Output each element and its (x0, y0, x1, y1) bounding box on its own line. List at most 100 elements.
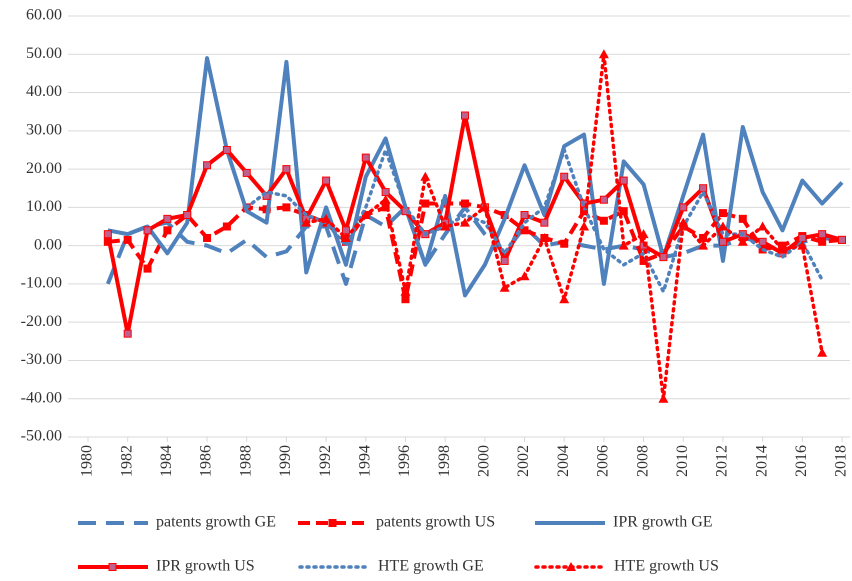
marker (123, 329, 132, 338)
y-tick-label: 40.00 (26, 83, 62, 100)
marker (599, 195, 608, 204)
marker (738, 214, 747, 223)
marker (123, 235, 132, 244)
marker (519, 271, 530, 281)
y-tick-label: 10.00 (26, 198, 62, 215)
marker (282, 165, 291, 174)
marker (222, 222, 231, 231)
marker (818, 230, 827, 239)
marker (461, 111, 469, 120)
x-tick-label: 1992 (317, 445, 334, 477)
legend-label: HTE growth US (614, 558, 719, 575)
marker (143, 226, 152, 235)
marker (539, 232, 550, 242)
marker (679, 203, 688, 212)
marker (599, 216, 608, 225)
legend-marker (566, 562, 576, 571)
marker (520, 211, 529, 220)
y-tick-label: 30.00 (26, 121, 62, 138)
marker (758, 237, 767, 246)
marker (400, 286, 411, 296)
marker (658, 393, 669, 403)
x-tick-label: 2016 (793, 445, 810, 477)
marker (341, 226, 350, 235)
marker (500, 256, 509, 265)
marker (598, 49, 609, 59)
y-tick-label: -30.00 (21, 351, 62, 368)
marker (103, 230, 112, 239)
x-tick-label: 1984 (158, 445, 175, 477)
marker (479, 202, 490, 212)
x-tick-label: 2006 (595, 445, 612, 477)
y-tick-label: 20.00 (26, 160, 62, 177)
marker (757, 221, 768, 231)
x-tick-label: 1996 (396, 445, 413, 477)
marker (499, 282, 510, 292)
y-tick-label: -50.00 (21, 428, 62, 445)
x-tick-label: 1990 (277, 445, 294, 477)
marker (718, 237, 727, 246)
marker (717, 221, 728, 231)
marker (797, 240, 808, 250)
legend-label: IPR growth US (156, 558, 255, 575)
series-line (304, 52, 824, 401)
marker (579, 221, 590, 231)
y-tick-label: 0.00 (34, 236, 62, 253)
legend-marker (108, 563, 117, 571)
legend-label: IPR growth GE (613, 514, 713, 531)
x-tick-label: 1998 (436, 445, 453, 477)
marker (380, 194, 391, 204)
series-line (105, 113, 843, 336)
y-tick-label: -10.00 (21, 275, 62, 292)
marker (183, 211, 192, 220)
legend-marker (328, 519, 337, 527)
x-tick-label: 1986 (198, 445, 215, 477)
marker (282, 203, 291, 212)
y-tick-label: 50.00 (26, 45, 62, 62)
marker (401, 295, 410, 304)
marker (163, 226, 172, 235)
x-tick-label: 1994 (356, 445, 373, 477)
marker (460, 217, 470, 227)
marker (360, 210, 371, 220)
marker (420, 171, 431, 181)
marker (540, 218, 549, 227)
marker (638, 229, 649, 239)
marker (678, 217, 689, 227)
x-tick-label: 1980 (79, 445, 96, 477)
marker (559, 294, 570, 304)
x-tick-label: 2012 (714, 445, 731, 477)
marker (659, 253, 668, 262)
x-tick-label: 2004 (555, 445, 572, 477)
marker (619, 176, 628, 185)
x-tick-label: 1982 (118, 445, 135, 477)
marker (520, 226, 529, 235)
marker (798, 233, 807, 242)
x-tick-label: 2010 (674, 445, 691, 477)
marker (421, 199, 430, 208)
legend-label: patents growth US (376, 514, 495, 531)
marker (143, 264, 152, 273)
series-line (107, 56, 844, 298)
legend-label: patents growth GE (156, 514, 276, 531)
marker (321, 213, 332, 223)
marker (461, 199, 469, 208)
marker (440, 221, 451, 231)
marker (163, 214, 172, 223)
marker (560, 239, 569, 248)
x-tick-label: 2014 (753, 445, 770, 477)
x-tick-label: 1988 (237, 445, 254, 477)
x-tick-label: 2008 (634, 445, 651, 477)
marker (203, 161, 212, 170)
y-tick-label: -40.00 (21, 389, 62, 406)
marker (618, 240, 629, 250)
y-tick-label: -20.00 (21, 313, 62, 330)
marker (737, 236, 748, 246)
marker (301, 217, 312, 227)
x-tick-label: 2000 (476, 445, 493, 477)
marker (699, 184, 708, 193)
marker (222, 145, 231, 154)
marker (838, 235, 846, 244)
marker (777, 244, 788, 254)
